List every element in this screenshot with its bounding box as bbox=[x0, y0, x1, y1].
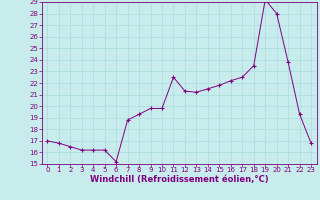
X-axis label: Windchill (Refroidissement éolien,°C): Windchill (Refroidissement éolien,°C) bbox=[90, 175, 268, 184]
